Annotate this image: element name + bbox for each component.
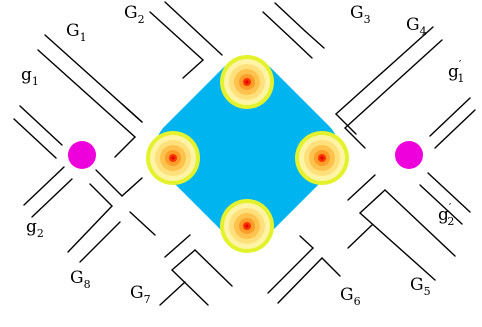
channel-G8 [67,169,156,263]
ring-core-dot [245,224,249,228]
channel-G1 [37,34,143,158]
ring-emitter-right [295,131,349,185]
label-G2: G2 [124,3,145,26]
channel-G6 [267,235,341,304]
channel-g2-prime [419,172,471,225]
channel-G7 [159,234,233,306]
ring-core-dot [320,156,324,160]
ring-emitter-left [146,131,200,185]
label-g1-prime: g′ 1 [448,58,464,85]
left-node [68,141,96,169]
channel-G2 [149,1,223,79]
channel-G3 [262,2,325,59]
channel-G5 [347,174,456,281]
channel-G4 [335,26,443,149]
label-G6: G6 [340,285,361,308]
label-G1: G1 [66,21,87,44]
ring-core-dot [245,80,249,84]
channel-g1 [13,105,63,159]
right-node [395,141,423,169]
channel-g1-prime [429,97,476,149]
label-g1: g1 [21,65,39,88]
ring-emitter-bottom [220,199,274,253]
channel-g2 [23,166,73,218]
ring-emitter-top [220,55,274,109]
label-G3: G3 [350,3,371,26]
label-g2-prime: g′ 2 [438,201,454,228]
label-G8: G8 [70,268,91,291]
label-G4: G4 [406,15,427,38]
ring-core-dot [171,156,175,160]
label-G5: G5 [410,275,431,298]
label-g2: g2 [26,217,44,240]
central-chamber [155,58,339,242]
label-G7: G7 [130,283,151,306]
